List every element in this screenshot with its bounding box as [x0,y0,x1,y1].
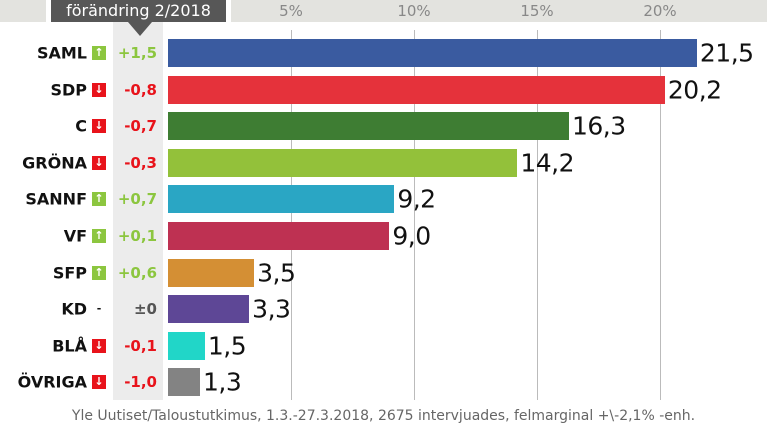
bar [168,39,697,67]
party-label: C [75,116,87,136]
arrow-up-icon: ↑ [92,229,106,243]
change-column [113,22,163,400]
change-value: +0,6 [117,263,157,282]
change-value: ±0 [133,300,157,319]
change-value: -0,8 [124,80,157,99]
bar [168,258,255,287]
party-label: SANNF [25,189,87,209]
party-label: SFP [52,263,87,283]
arrow-down-icon: ↓ [92,155,106,170]
tick-label: 10% [397,2,431,20]
value-label: 9,2 [397,184,436,214]
gridline [414,30,415,400]
party-label: GRÖNA [22,153,87,173]
value-label: 9,0 [392,221,431,251]
gridline [291,30,292,400]
party-label: VF [63,226,87,246]
party-label: SAML [36,43,87,63]
bar [168,368,200,397]
change-value: -1,0 [124,373,157,392]
value-label: 3,3 [252,294,291,324]
arrow-up-icon: ↑ [92,192,106,207]
change-value: +0,7 [117,190,157,209]
source-note: Yle Uutiset/Taloustutkimus, 1.3.-27.3.20… [71,408,696,424]
change-header: förändring 2/2018 [51,0,226,22]
arrow-up-icon: ↑ [92,265,106,280]
bar [168,75,665,104]
party-label: ÖVRIGA [17,372,87,392]
gridline [660,30,661,400]
value-label: 1,5 [207,331,247,361]
arrow-down-icon: ↓ [92,82,106,97]
bar [168,185,395,214]
change-value: +0,1 [117,227,157,245]
value-label: 3,5 [257,258,296,288]
tick-label: 5% [279,2,303,20]
value-label: 14,2 [520,148,574,178]
value-label: 16,3 [571,111,626,141]
arrow-down-icon: ↓ [92,119,106,134]
party-label: SDP [50,80,87,100]
axis-strip-left [0,0,46,22]
change-value: -0,1 [124,336,157,355]
party-label: KD [61,299,87,319]
bar [168,222,390,250]
dash-icon: - [96,302,102,316]
change-value: +1,5 [117,44,157,62]
arrow-up-icon: ↑ [92,46,106,60]
axis-strip [231,0,767,22]
bar [168,148,518,177]
arrow-down-icon: ↓ [92,375,106,390]
arrow-down-icon: ↓ [92,338,106,353]
tick-label: 15% [520,2,554,20]
tick-label: 20% [643,2,677,20]
value-label: 1,3 [202,367,242,397]
bar [168,112,569,141]
change-value: -0,3 [124,153,157,172]
bar [168,331,205,360]
change-value: -0,7 [124,117,157,136]
change-header-pointer [128,22,152,36]
party-label: BLÅ [52,336,87,356]
value-label: 21,5 [699,38,754,68]
gridline [537,30,538,400]
value-label: 20,2 [667,75,722,105]
bar [168,295,250,324]
